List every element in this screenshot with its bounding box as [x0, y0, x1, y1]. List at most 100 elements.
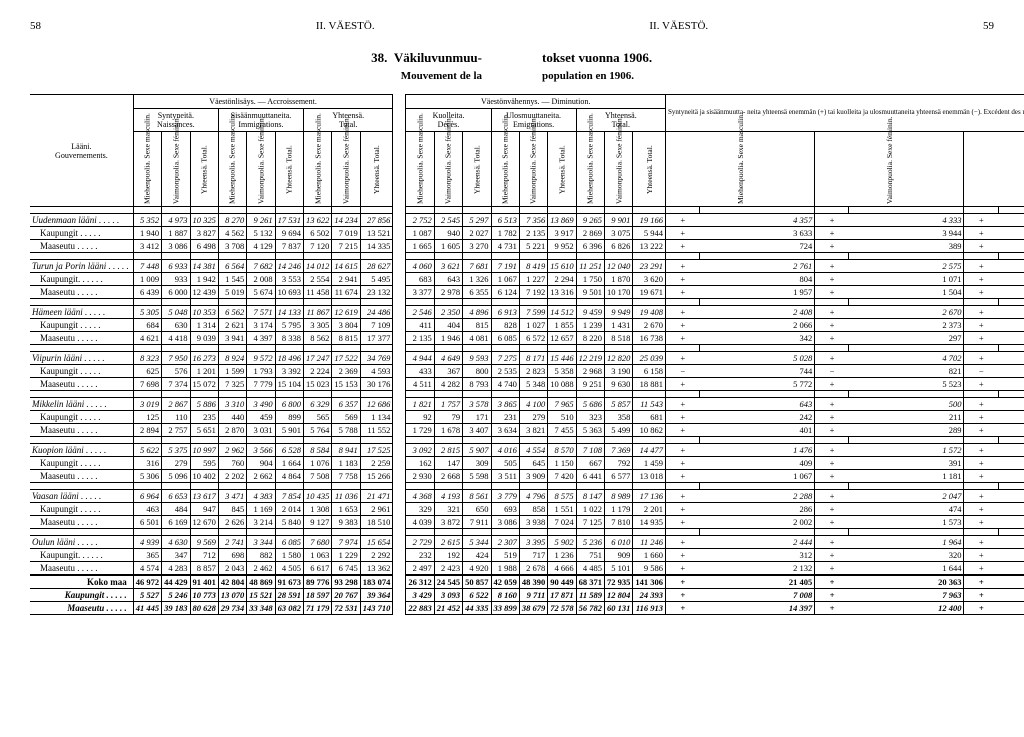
- data-cell: 4 418: [162, 332, 190, 345]
- data-cell: +: [666, 306, 700, 319]
- data-cell: 1 134: [360, 411, 393, 424]
- table-row: [30, 345, 393, 352]
- data-cell: 2 043: [218, 562, 246, 576]
- data-cell: +: [815, 214, 849, 227]
- data-cell: 1 665: [406, 240, 434, 253]
- data-cell: 2 066: [700, 319, 815, 332]
- data-cell: 8 419: [519, 260, 547, 273]
- data-cell: 9 459: [576, 306, 604, 319]
- data-cell: 6 441: [576, 470, 604, 483]
- data-cell: 4 333: [849, 214, 964, 227]
- data-cell: 286: [700, 503, 815, 516]
- data-cell: 56 782: [576, 602, 604, 615]
- data-cell: 4 796: [519, 490, 547, 503]
- data-cell: 7 810: [605, 516, 633, 529]
- data-cell: +: [815, 378, 849, 391]
- data-cell: 7 758: [332, 470, 360, 483]
- data-cell: 26 797: [998, 602, 1024, 615]
- data-cell: 9 949: [605, 306, 633, 319]
- data-cell: 14 971: [998, 589, 1024, 602]
- data-cell: 3 471: [218, 490, 246, 503]
- data-cell: 5 305: [133, 306, 161, 319]
- data-cell: +: [666, 424, 700, 437]
- data-cell: +: [964, 227, 998, 240]
- data-cell: 9 630: [605, 378, 633, 391]
- data-cell: 712: [190, 549, 218, 562]
- data-cell: 7 854: [275, 490, 303, 503]
- subtitle-row: Mouvement de la population en 1906.: [30, 70, 994, 82]
- data-cell: 3 865: [491, 398, 519, 411]
- data-cell: 29 734: [218, 602, 246, 615]
- data-cell: 14 477: [633, 444, 666, 457]
- data-cell: 7 698: [133, 378, 161, 391]
- data-cell: 9 039: [190, 332, 218, 345]
- data-cell: 4 439: [998, 319, 1024, 332]
- data-cell: 6 169: [162, 516, 190, 529]
- data-cell: 510: [548, 411, 576, 424]
- data-cell: 3 575: [998, 516, 1024, 529]
- col-t: Yhteensä. Total.: [964, 132, 1024, 207]
- data-cell: 9 383: [332, 516, 360, 529]
- data-cell: 1 653: [332, 503, 360, 516]
- data-cell: 3 407: [463, 424, 491, 437]
- data-cell: 2 202: [218, 470, 246, 483]
- data-cell: 7 191: [491, 260, 519, 273]
- data-cell: 5 348: [519, 378, 547, 391]
- data-cell: 1 431: [605, 319, 633, 332]
- table-row: Kaupungit . . . . .6846301 3142 6213 174…: [30, 319, 393, 332]
- data-cell: 3 566: [247, 444, 275, 457]
- data-cell: 1 113: [998, 240, 1024, 253]
- data-cell: +: [964, 240, 998, 253]
- data-cell: 2 870: [218, 424, 246, 437]
- data-cell: 565: [304, 411, 332, 424]
- data-cell: 4 282: [434, 378, 462, 391]
- data-cell: +: [964, 549, 998, 562]
- data-cell: 68 371: [576, 575, 604, 589]
- data-cell: 6 502: [304, 227, 332, 240]
- data-cell: 48 390: [519, 575, 547, 589]
- data-cell: 800: [998, 457, 1024, 470]
- data-cell: 14 246: [275, 260, 303, 273]
- table-row: 6836431 3261 0671 2272 2941 7501 8703 62…: [406, 273, 1024, 286]
- data-cell: +: [666, 286, 700, 299]
- table-row: [406, 299, 1024, 306]
- data-cell: 183 074: [360, 575, 393, 589]
- data-cell: 5 499: [605, 424, 633, 437]
- col-m: Miehenpuolia. Sexe masculin.: [218, 132, 246, 207]
- data-cell: 7 374: [162, 378, 190, 391]
- data-cell: 7 325: [218, 378, 246, 391]
- data-cell: 1 308: [304, 503, 332, 516]
- data-cell: 2 408: [700, 306, 815, 319]
- data-cell: +: [815, 273, 849, 286]
- table-row: 2 7522 5455 2976 5137 35613 8699 2659 90…: [406, 214, 1024, 227]
- data-cell: 6 085: [275, 536, 303, 549]
- data-cell: 7 779: [247, 378, 275, 391]
- data-cell: 7 950: [162, 352, 190, 365]
- table-row: 1 6651 6053 2704 7315 2219 9526 3966 826…: [406, 240, 1024, 253]
- data-cell: 4 939: [133, 536, 161, 549]
- data-cell: 34 769: [360, 352, 393, 365]
- data-cell: 6 913: [491, 306, 519, 319]
- data-cell: 3 776: [998, 562, 1024, 576]
- data-cell: 72 935: [605, 575, 633, 589]
- data-cell: 1 071: [849, 273, 964, 286]
- data-cell: 312: [700, 549, 815, 562]
- row-label: Maaseutu . . . . .: [30, 332, 133, 345]
- data-cell: 6 564: [218, 260, 246, 273]
- data-cell: 4 505: [275, 562, 303, 576]
- data-cell: 724: [700, 240, 815, 253]
- data-cell: 3 174: [247, 319, 275, 332]
- data-cell: +: [666, 411, 700, 424]
- table-row: [30, 391, 393, 398]
- data-cell: 46 972: [133, 575, 161, 589]
- data-cell: 71 179: [304, 602, 332, 615]
- data-cell: 3 461: [998, 286, 1024, 299]
- data-cell: +: [666, 562, 700, 576]
- data-cell: 8 941: [332, 444, 360, 457]
- data-cell: +: [666, 457, 700, 470]
- data-cell: 1 314: [190, 319, 218, 332]
- data-cell: 12 804: [605, 589, 633, 602]
- data-cell: 1 946: [434, 332, 462, 345]
- data-cell: 4 944: [406, 352, 434, 365]
- data-cell: 1 227: [519, 273, 547, 286]
